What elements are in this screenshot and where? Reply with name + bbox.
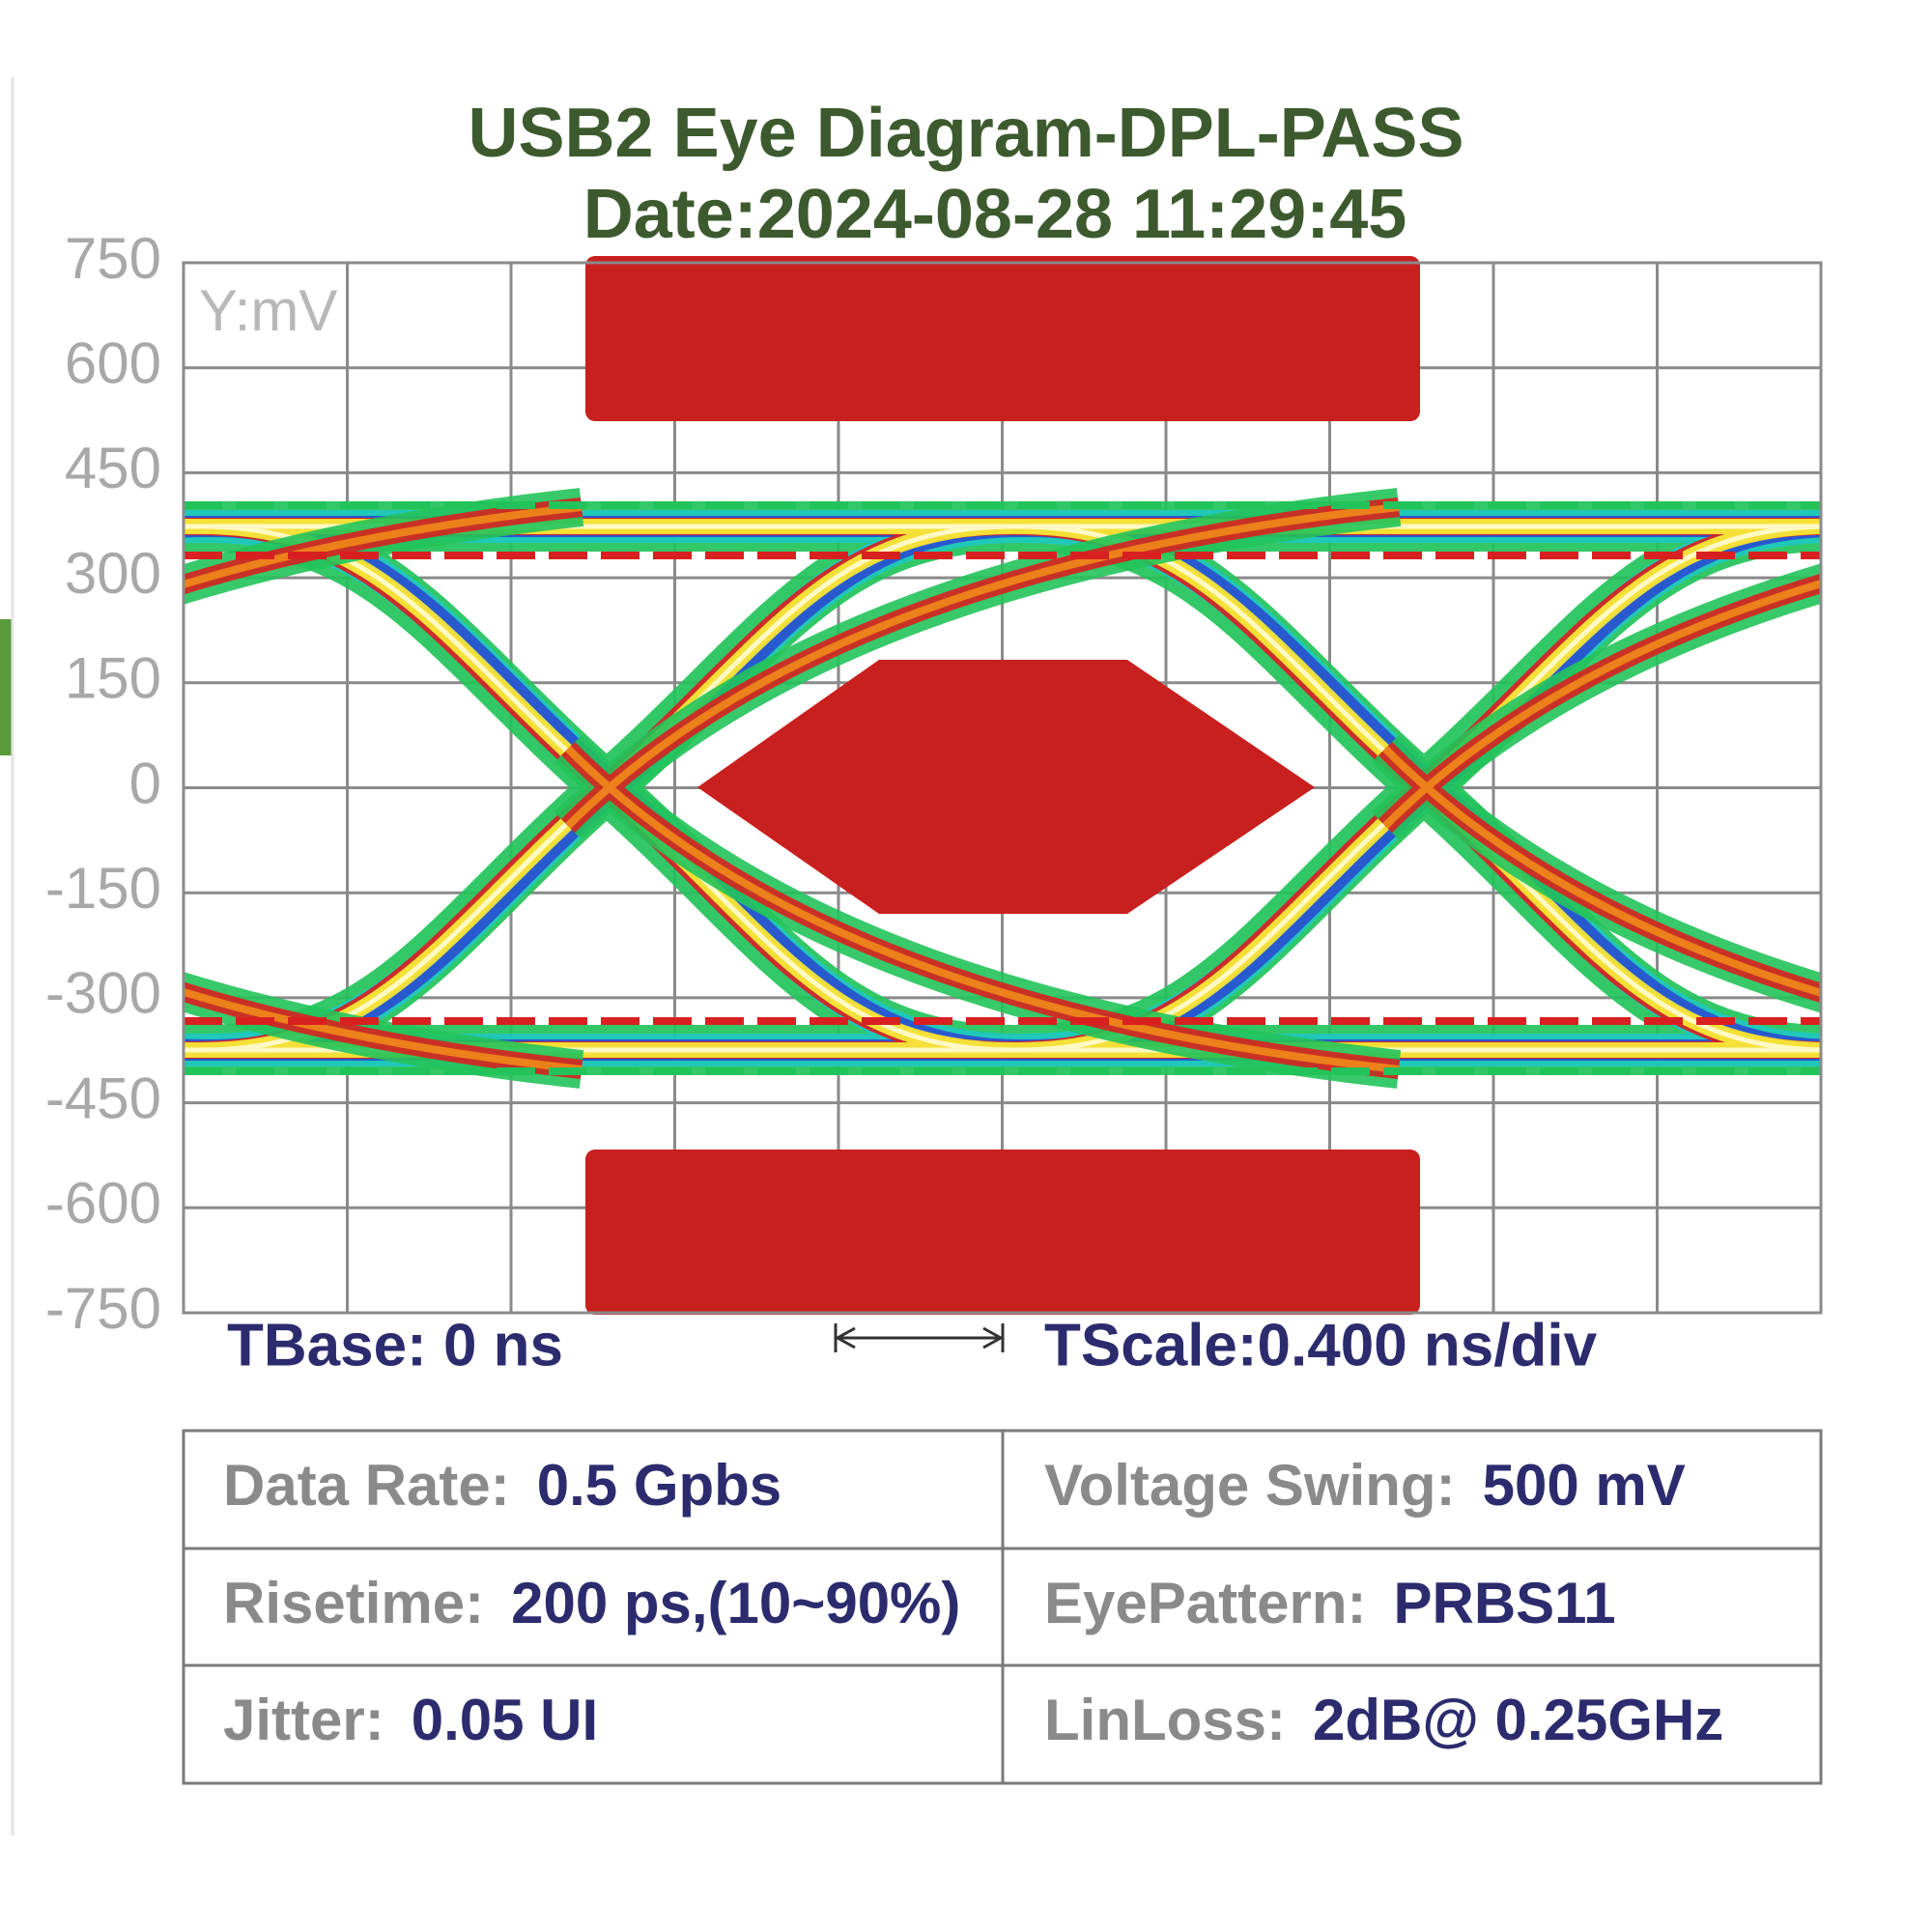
y-axis-label: Y:mV	[199, 278, 337, 343]
table-cell: Risetime: 200 ps,(10~90%)	[223, 1571, 960, 1635]
cell-label: Jitter:	[223, 1688, 384, 1752]
y-tick-label: -450	[45, 1065, 161, 1130]
cell-value: 0.05 UI	[412, 1688, 598, 1752]
center-mask	[697, 660, 1315, 914]
y-tick-label: -300	[45, 961, 161, 1026]
y-tick-label: 750	[65, 226, 161, 291]
y-tick-label: 450	[65, 436, 161, 500]
y-ticks: 750 600 450 300 150 0 -150 -300 -450 -600 -750	[45, 226, 161, 1341]
y-tick-label: 150	[65, 646, 161, 711]
table-cell: Data Rate: 0.5 Gpbs	[223, 1453, 781, 1518]
table-cell: EyePattern: PRBS11	[1044, 1571, 1616, 1635]
cell-value: 200 ps,(10~90%)	[511, 1571, 960, 1635]
y-tick-label: 600	[65, 331, 161, 396]
cell-value: 2dB@ 0.25GHz	[1313, 1688, 1723, 1752]
cell-label: LinLoss:	[1044, 1688, 1286, 1752]
masks	[585, 256, 1420, 1315]
chart-title: USB2 Eye Diagram-DPL-PASS	[469, 95, 1464, 172]
y-tick-label: -750	[45, 1276, 161, 1341]
cell-value: 500 mV	[1483, 1453, 1686, 1518]
info-table: Data Rate: 0.5 Gpbs Voltage Swing: 500 mV Ri…	[182, 1429, 1823, 1785]
plot-frame	[182, 261, 1823, 1315]
y-tick-label: 0	[129, 751, 161, 815]
scale-arrow	[834, 1323, 1005, 1352]
table-cell: Voltage Swing: 500 mV	[1044, 1453, 1686, 1518]
cell-label: Data Rate:	[223, 1453, 510, 1518]
tscale: TScale:0.400 ns/div	[1044, 1312, 1598, 1378]
slow-trace	[184, 503, 1821, 1073]
cell-label: EyePattern:	[1044, 1571, 1366, 1635]
table-cell: Jitter: 0.05 UI	[223, 1688, 598, 1752]
lower-mask	[585, 1150, 1420, 1315]
y-tick-label: -150	[45, 856, 161, 921]
upper-mask	[585, 256, 1420, 421]
chart-subtitle: Date:2024-08-28 11:29:45	[583, 176, 1407, 253]
cell-value: PRBS11	[1393, 1571, 1615, 1635]
tbase: TBase: 0 ns	[227, 1312, 563, 1378]
y-tick-label: -600	[45, 1171, 161, 1236]
y-tick-label: 300	[65, 541, 161, 606]
cell-value: 0.5 Gpbs	[537, 1453, 781, 1518]
eye-traces	[184, 488, 1821, 1089]
cell-label: Voltage Swing:	[1044, 1453, 1456, 1518]
table-cell: LinLoss: 2dB@ 0.25GHz	[1044, 1688, 1723, 1752]
cell-label: Risetime:	[223, 1571, 484, 1635]
side-marker	[0, 619, 12, 755]
